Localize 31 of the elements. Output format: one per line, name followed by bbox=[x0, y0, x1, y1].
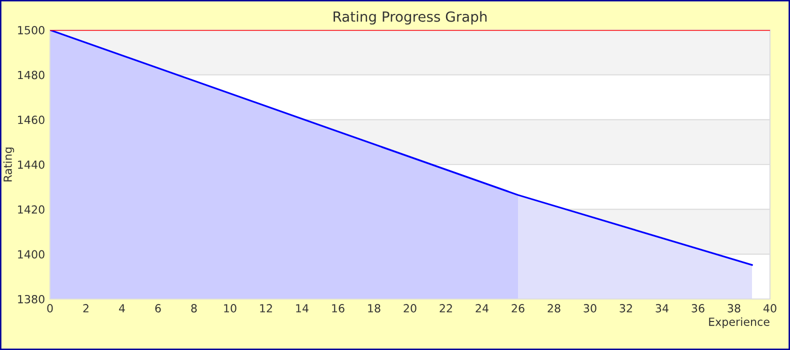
x-tick-label: 8 bbox=[191, 304, 197, 312]
x-tick-label: 38 bbox=[728, 304, 740, 312]
x-tick-label: 14 bbox=[296, 304, 308, 312]
x-tick-label: 36 bbox=[692, 304, 704, 312]
y-tick-label: 1380 bbox=[18, 294, 44, 304]
y-axis-title: Rating bbox=[3, 148, 14, 182]
y-tick-label: 1460 bbox=[18, 116, 44, 124]
x-tick-label: 0 bbox=[47, 304, 53, 312]
x-tick-label: 30 bbox=[584, 304, 596, 312]
x-tick-label: 26 bbox=[512, 304, 524, 312]
x-tick-label: 4 bbox=[119, 304, 125, 312]
x-tick-label: 40 bbox=[763, 304, 776, 312]
x-tick-label: 6 bbox=[155, 304, 161, 312]
x-tick-label: 18 bbox=[368, 304, 380, 312]
y-tick-label: 1420 bbox=[18, 205, 44, 214]
x-axis-title: Experience bbox=[709, 317, 770, 328]
chart-title: Rating Progress Graph bbox=[334, 11, 487, 25]
x-tick-label: 2 bbox=[83, 304, 88, 312]
x-tick-label: 28 bbox=[548, 304, 560, 312]
y-tick-label: 1440 bbox=[18, 160, 44, 169]
x-tick-label: 22 bbox=[440, 304, 452, 312]
x-tick-label: 12 bbox=[260, 304, 272, 312]
y-tick-label: 1500 bbox=[18, 26, 44, 34]
x-tick-label: 16 bbox=[332, 304, 344, 312]
y-tick-label: 1480 bbox=[18, 70, 44, 80]
x-tick-label: 10 bbox=[224, 304, 236, 312]
x-tick-label: 24 bbox=[476, 304, 488, 312]
x-tick-label: 20 bbox=[404, 304, 416, 312]
y-tick-label: 1400 bbox=[18, 250, 44, 259]
x-tick-label: 34 bbox=[656, 304, 668, 312]
x-tick-label: 32 bbox=[620, 304, 632, 312]
